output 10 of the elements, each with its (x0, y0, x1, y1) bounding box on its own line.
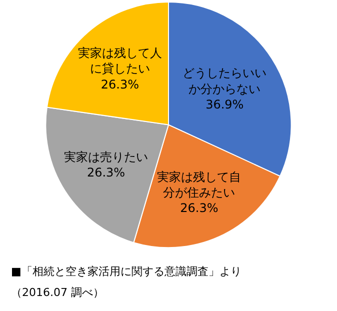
slice-label: 実家は売りたい (64, 150, 148, 164)
text: ■「相続と空き家活用に関する意識調査」より (11, 265, 242, 278)
text: （2016.07 調べ） (11, 286, 104, 299)
slice-label: 実家は残して人に貸したい (78, 46, 162, 76)
slice-label: 実家は残して自分が住みたい (157, 170, 242, 200)
slice-label: どうしたらいいか分からない (182, 66, 267, 96)
data-label: 26.3% (180, 200, 218, 215)
data-label: 26.3% (86, 166, 126, 180)
data-label: 26.3% (100, 77, 139, 92)
data-label: 36.9% (206, 97, 244, 112)
